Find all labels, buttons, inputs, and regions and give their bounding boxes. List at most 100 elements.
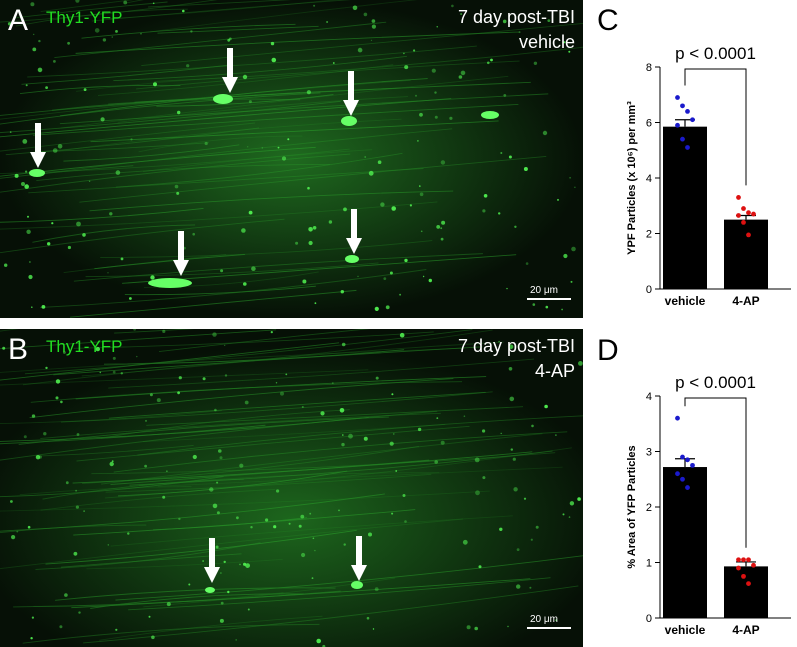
axon-fiber xyxy=(0,165,134,179)
fluorescent-puncta xyxy=(245,563,251,568)
fluorescent-puncta xyxy=(436,225,441,229)
arrow-indicator-icon xyxy=(204,538,220,583)
fluorescent-puncta xyxy=(314,302,317,305)
fluorescent-puncta xyxy=(577,497,581,501)
fluorescent-puncta xyxy=(420,230,423,233)
fluorescent-puncta xyxy=(202,377,206,381)
fluorescent-puncta xyxy=(568,50,571,53)
axon-fiber xyxy=(63,254,226,274)
data-point xyxy=(746,232,751,238)
fluorescent-puncta xyxy=(370,39,373,41)
fluorescent-puncta xyxy=(357,275,359,278)
fluorescent-puncta xyxy=(512,457,516,461)
fluorescent-puncta xyxy=(235,639,238,641)
axon-fiber xyxy=(138,135,303,153)
fluorescent-puncta xyxy=(498,340,500,343)
fluorescent-puncta xyxy=(236,516,239,520)
fluorescent-puncta xyxy=(83,88,87,91)
treatment-text-a: vehicle xyxy=(518,32,575,52)
fluorescent-puncta xyxy=(51,222,54,225)
fluorescent-puncta xyxy=(374,587,379,592)
fluorescent-puncta xyxy=(111,36,114,38)
axon-fiber xyxy=(0,87,401,116)
axon-fiber xyxy=(22,341,504,386)
axon-fiber xyxy=(0,153,351,193)
fluorescent-puncta xyxy=(31,616,34,619)
fluorescent-puncta xyxy=(302,279,307,284)
fluorescent-puncta xyxy=(419,185,421,187)
fluorescent-puncta xyxy=(43,432,47,436)
micrograph-panel-a: A Thy1-YFP 7 day post-TBI vehicle 20 μm xyxy=(0,0,583,318)
fluorescent-puncta xyxy=(389,441,394,446)
axon-fiber xyxy=(0,92,321,125)
fluorescent-puncta xyxy=(277,146,280,149)
fluorescent-puncta xyxy=(531,424,534,428)
axon-fiber xyxy=(55,587,336,601)
fluorescent-puncta xyxy=(288,522,291,525)
bar-4-ap xyxy=(724,566,768,618)
fluorescent-puncta xyxy=(364,156,367,158)
axon-fiber xyxy=(34,142,209,153)
y-tick-label: 6 xyxy=(646,118,652,130)
fluorescent-puncta xyxy=(153,82,157,87)
axon-fiber xyxy=(0,329,277,350)
fluorescent-puncta xyxy=(300,514,305,519)
fluorescent-puncta xyxy=(3,263,8,267)
condition-label-a: 7 day post-TBI vehicle xyxy=(458,5,575,55)
axon-fiber xyxy=(82,445,420,484)
fluorescent-puncta xyxy=(220,601,224,605)
axon-fiber xyxy=(0,146,316,177)
axon-fiber xyxy=(91,0,352,22)
fluorescent-puncta xyxy=(298,524,302,528)
arrow-indicator-icon xyxy=(343,71,359,116)
fluorescent-puncta xyxy=(55,379,61,384)
fluorescent-puncta xyxy=(422,275,425,278)
bar-chart-d: 0 1 2 3 4 % Area of YFP Particles vehicle 4-AP p… xyxy=(626,373,791,637)
fluorescent-puncta xyxy=(176,191,180,195)
data-point xyxy=(736,557,741,563)
fluorescent-puncta xyxy=(99,371,102,374)
axon-fiber xyxy=(0,201,438,230)
fluorescent-puncta xyxy=(322,644,326,647)
fluorescent-puncta xyxy=(508,155,512,159)
axon-fiber xyxy=(60,553,242,568)
fluorescent-puncta xyxy=(9,131,12,133)
axon-fiber xyxy=(110,459,430,485)
fluorescent-puncta xyxy=(428,278,432,283)
fluorescent-puncta xyxy=(214,408,217,412)
fluorescent-puncta xyxy=(83,510,85,512)
fluorescent-puncta xyxy=(441,220,446,225)
fluorescent-puncta xyxy=(276,489,280,493)
fluorescent-puncta xyxy=(94,28,100,33)
axon-fiber xyxy=(115,152,403,188)
fluorescent-puncta xyxy=(391,206,397,211)
fluorescent-puncta xyxy=(76,221,81,227)
fluorescent-puncta xyxy=(271,57,277,63)
fluorescent-puncta xyxy=(462,539,468,545)
timepoint-text-b: 7 day post-TBI xyxy=(457,336,575,356)
fluorescent-puncta xyxy=(342,434,344,436)
fluorescent-puncta xyxy=(402,494,406,497)
axon-fiber xyxy=(143,577,396,608)
fluorescent-puncta xyxy=(88,180,91,182)
fluorescent-puncta xyxy=(65,481,69,485)
fluorescent-puncta xyxy=(463,415,466,417)
fluorescent-puncta xyxy=(555,434,557,436)
timepoint-text-a: 7 day post-TBI xyxy=(457,7,575,27)
fluorescent-puncta xyxy=(209,487,214,492)
fluorescent-puncta xyxy=(516,548,520,551)
data-point xyxy=(736,195,741,200)
axon-fiber xyxy=(76,76,241,92)
axon-fiber xyxy=(22,623,320,644)
axon-fiber xyxy=(142,423,446,443)
fluorescent-puncta xyxy=(487,61,490,65)
fluorescent-puncta xyxy=(178,376,182,380)
fluorescent-puncta xyxy=(366,616,370,620)
fluorescent-puncta xyxy=(244,400,249,405)
fluorescent-puncta xyxy=(166,602,171,607)
axonal-swelling xyxy=(148,278,192,288)
y-tick-label: 4 xyxy=(646,391,652,403)
fluorescent-puncta xyxy=(368,170,374,176)
fluorescent-puncta xyxy=(434,91,437,94)
fluorescent-puncta xyxy=(192,232,195,236)
